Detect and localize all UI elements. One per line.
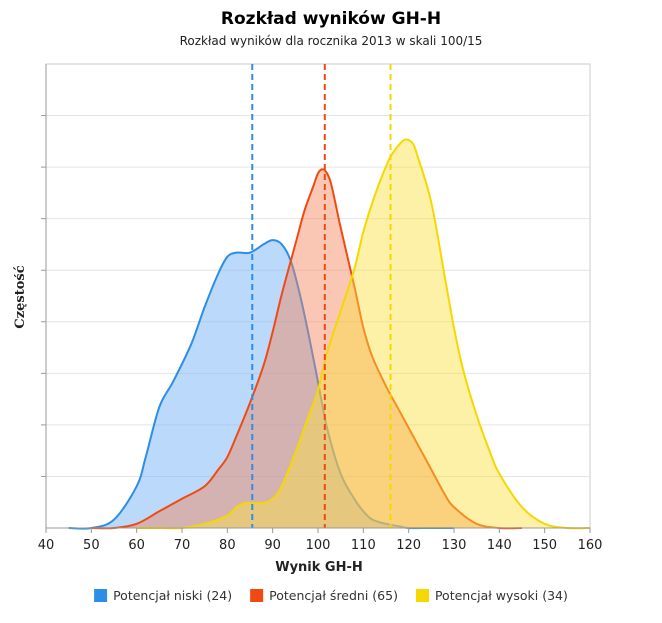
mean-lines: [251, 64, 392, 528]
line-potencjal-niski: [68, 239, 454, 530]
x-tick-label: 110: [351, 538, 376, 553]
legend-item-potencjal-wysoki[interactable]: Potencjał wysoki (34): [415, 588, 568, 603]
x-tick-label: 130: [442, 538, 467, 553]
chart-title: Rozkład wyników GH-H: [221, 9, 441, 29]
x-tick-label: 90: [264, 538, 281, 553]
x-tick-label: 40: [38, 538, 55, 553]
x-tick-label: 150: [532, 538, 557, 553]
chart-subtitle: Rozkład wyników dla rocznika 2013 w skal…: [180, 34, 483, 48]
legend-label: Potencjał średni (65): [269, 588, 398, 603]
legend-swatch: [250, 589, 264, 602]
x-tick-label: 100: [306, 538, 331, 553]
legend-swatch: [415, 589, 429, 602]
x-tick-label: 120: [396, 538, 421, 553]
y-axis-title: Częstość: [13, 265, 28, 328]
legend: Potencjał niski (24) Potencjał średni (65…: [94, 588, 568, 603]
gridlines: [41, 115, 590, 477]
legend-swatch: [94, 589, 108, 602]
x-tick-label: 60: [128, 538, 145, 553]
x-tick-labels: 40 50 60 70 80 90 100 110 120 130 140 150 160: [38, 528, 603, 553]
line-potencjal-sredni: [91, 168, 523, 530]
x-axis-title: Wynik GH-H: [275, 560, 363, 575]
density-areas: [68, 138, 591, 530]
x-tick-label: 70: [174, 538, 191, 553]
area-potencjal-niski: [68, 240, 455, 529]
x-tick-label: 50: [83, 538, 100, 553]
legend-label: Potencjał niski (24): [113, 588, 232, 603]
legend-item-potencjal-sredni[interactable]: Potencjał średni (65): [250, 588, 398, 603]
line-potencjal-wysoki: [136, 138, 591, 530]
legend-label: Potencjał wysoki (34): [435, 588, 568, 603]
x-tick-label: 160: [578, 538, 603, 553]
x-tick-label: 80: [219, 538, 236, 553]
x-tick-label: 140: [487, 538, 512, 553]
legend-item-potencjal-niski[interactable]: Potencjał niski (24): [94, 588, 232, 603]
area-potencjal-wysoki: [136, 139, 591, 529]
